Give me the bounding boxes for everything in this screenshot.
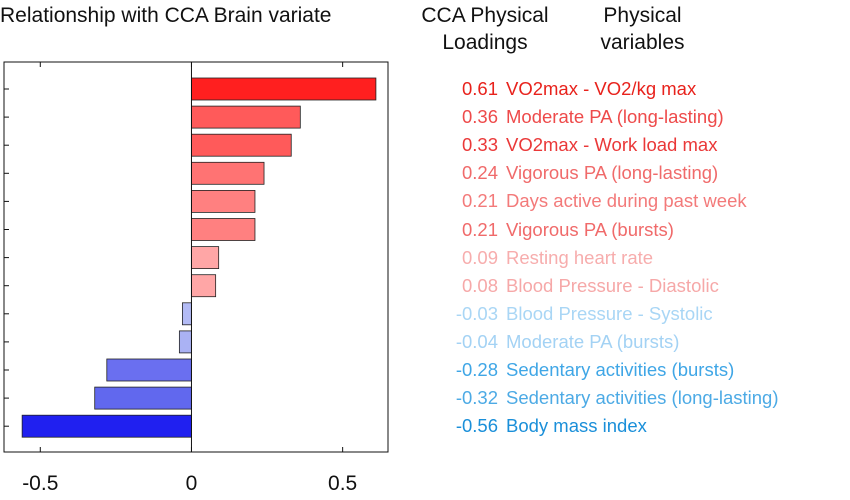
variable-name: VO2max - Work load max [506,134,718,156]
variable-name: Body mass index [506,415,647,437]
bar-2 [191,133,292,157]
bar-11 [94,386,192,410]
variables-column-header: Physical variables [570,2,715,56]
bar-0 [191,77,377,101]
variable-name: Moderate PA (bursts) [506,330,680,352]
loading-row-1: 0.36 Moderate PA (long-lasting) [446,106,724,128]
loading-value: -0.28 [455,359,498,380]
loading-row-0: 0.61 VO2max - VO2/kg max [446,78,696,100]
loading-value: 0.09 [461,246,498,268]
variable-name: Days active during past week [506,190,747,212]
variable-name: Moderate PA (long-lasting) [506,106,724,128]
loading-value: 0.36 [461,106,498,128]
loading-value: -0.56 [455,415,498,437]
bar-5 [191,218,256,241]
loading-value: 0.21 [461,218,498,240]
loading-row-3: 0.24 Vigorous PA (long-lasting) [446,162,718,184]
loading-value: 0.33 [461,134,498,156]
variable-name: Blood Pressure - Diastolic [506,274,719,296]
loadings-header-line-2: Loadings [442,31,528,54]
bar-3 [191,161,265,185]
loading-value: -0.04 [455,330,498,352]
chart-title: Relationship with CCA Brain variate [0,4,332,27]
bar-10 [106,358,192,382]
loading-value: 0.21 [461,190,498,212]
loading-row-5: 0.21 Vigorous PA (bursts) [446,219,674,241]
bar-8 [181,302,192,326]
loading-row-11: -0.32 Sedentary activities (long-lasting) [446,387,779,409]
loading-row-6: 0.09 Resting heart rate [446,247,653,269]
loading-value: -0.32 [455,387,498,409]
loading-value: 0.24 [461,162,498,184]
loadings-header-line-1: CCA Physical [421,4,549,27]
loading-row-10: -0.28 Sedentary activities (bursts) [446,359,734,381]
loading-row-12: -0.56 Body mass index [446,415,647,437]
loading-row-2: 0.33 VO2max - Work load max [446,134,717,156]
variable-name: Vigorous PA (long-lasting) [506,162,719,184]
loadings-column-header: CCA Physical Loadings [400,2,570,56]
variable-name: VO2max - VO2/kg max [506,78,697,99]
ticks-group: -0.5 0 0.5 [4,62,357,495]
variables-header-line-2: variables [600,31,685,54]
x-tick-label-2: 0.5 [328,472,357,495]
bar-6 [191,246,220,270]
x-tick-label-0: -0.5 [22,472,58,495]
variable-name: Vigorous PA (bursts) [506,218,674,240]
loading-row-4: 0.21 Days active during past week [446,190,747,212]
x-tick-label-1: 0 [186,472,198,495]
loading-value: -0.03 [455,302,498,324]
bar-12 [21,414,192,438]
plot-frame [3,61,389,453]
variables-header-line-1: Physical [603,4,682,27]
bar-1 [191,105,301,129]
loading-row-7: 0.08 Blood Pressure - Diastolic [446,275,719,297]
bar-9 [178,330,192,354]
loading-value: 0.08 [461,274,498,296]
loading-row-9: -0.04 Moderate PA (bursts) [446,330,680,353]
variable-name: Resting heart rate [506,246,654,268]
variable-name: Blood Pressure - Systolic [506,302,713,324]
loading-value: 0.61 [461,78,498,99]
variable-name: Sedentary activities (bursts) [506,359,735,380]
bars-group [21,77,377,438]
bar-4 [191,189,256,213]
variable-name: Sedentary activities (long-lasting) [506,387,779,409]
bar-7 [191,274,217,298]
loading-row-8: -0.03 Blood Pressure - Systolic [446,303,713,325]
